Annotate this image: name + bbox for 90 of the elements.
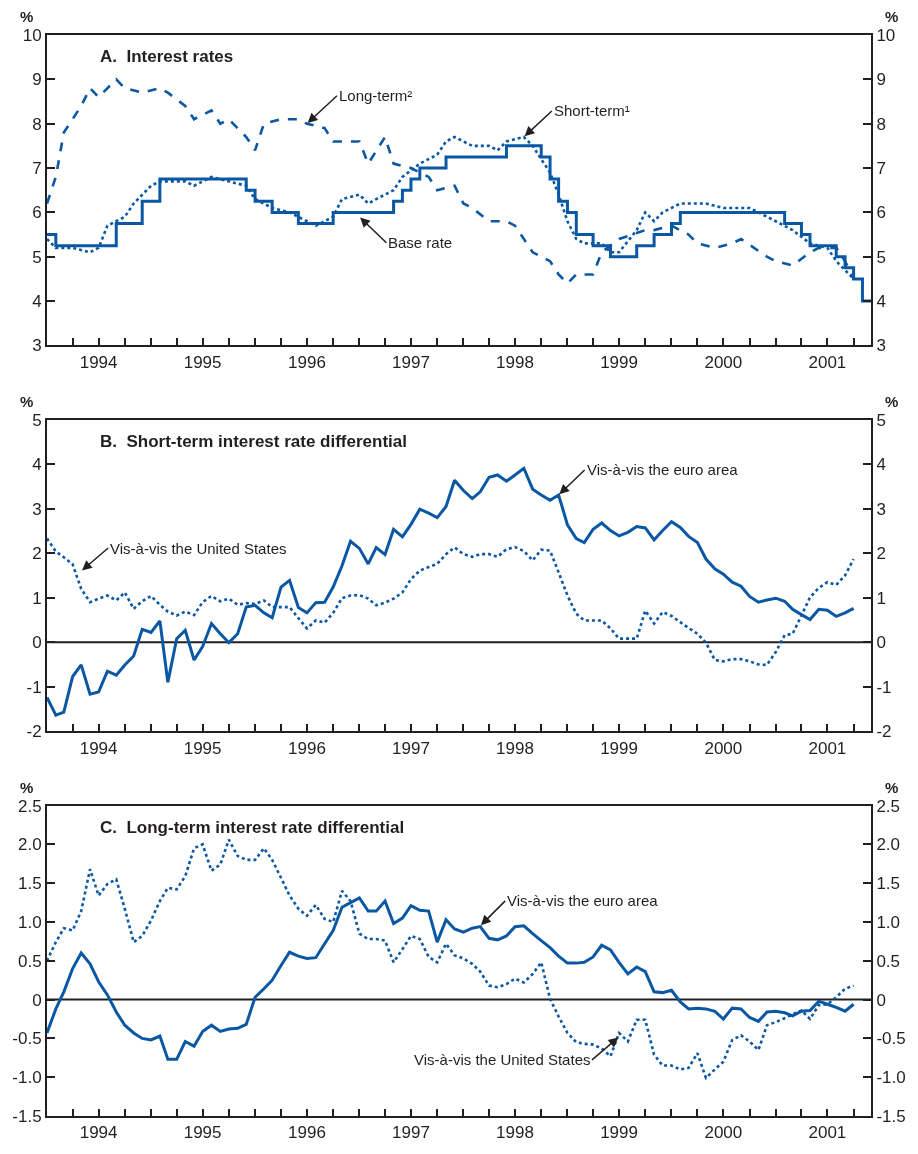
annotation: Short-term¹	[554, 102, 630, 119]
y-tick-label: 5	[32, 410, 42, 430]
y-axis-title: %	[20, 393, 34, 410]
y-tick-label: 3	[32, 499, 42, 519]
x-tick-label: 1995	[183, 1123, 222, 1143]
x-tick-label: 1995	[183, 352, 222, 372]
y2-tick-label: 2	[876, 544, 886, 564]
y2-axis-title: %	[885, 393, 899, 410]
y2-tick-label: 3	[876, 336, 886, 356]
annotation: Base rate	[388, 234, 453, 251]
text: C. Long-term interest rate differential	[100, 818, 405, 837]
y-tick-label: 5	[32, 247, 42, 267]
y2-tick-label: 6	[876, 203, 886, 223]
x-tick-label: 1998	[496, 1123, 534, 1143]
y2-tick-label: 5	[876, 410, 886, 430]
y2-tick-label: -1.5	[876, 1106, 906, 1126]
x-tick-label: 1999	[600, 352, 638, 372]
y-tick-label: 1	[32, 588, 42, 608]
y2-tick-label: 4	[876, 455, 886, 475]
y-tick-label: -2	[26, 722, 42, 742]
y2-tick-label: 5	[876, 247, 886, 267]
y-tick-label: -1.5	[12, 1106, 42, 1126]
x-tick-label: 1996	[288, 738, 326, 758]
x-tick-label: 1999	[600, 1123, 638, 1143]
annotation: Vis-à-vis the United States	[414, 1051, 591, 1068]
x-tick-label: 2000	[704, 738, 743, 758]
x-tick-label: 1997	[392, 1123, 430, 1143]
y-tick-label: 0	[32, 990, 42, 1010]
y-tick-label: 0	[32, 633, 42, 653]
x-tick-label: 2000	[704, 1123, 743, 1143]
y-tick-label: 7	[32, 158, 42, 178]
y-tick-label: 8	[32, 114, 42, 134]
y-tick-label: 4	[32, 455, 42, 475]
y-tick-label: 1.0	[17, 912, 42, 932]
y2-tick-label: 7	[876, 158, 886, 178]
y2-axis-title: %	[885, 8, 899, 25]
y-tick-label: 10	[22, 25, 42, 45]
y-tick-label: 6	[32, 203, 42, 223]
y2-axis-title: %	[885, 779, 899, 796]
y2-tick-label: -2	[876, 722, 892, 742]
x-tick-label: 2001	[808, 352, 847, 372]
text: B. Short-term interest rate differential	[100, 432, 408, 451]
y2-tick-label: 10	[876, 25, 896, 45]
y-tick-label: 0.5	[17, 951, 42, 971]
y-tick-label: 9	[32, 70, 42, 90]
x-tick-label: 1999	[600, 738, 638, 758]
y2-tick-label: 0	[876, 990, 886, 1010]
annotation: Vis-à-vis the United States	[110, 540, 287, 557]
y2-tick-label: 8	[876, 114, 886, 134]
x-tick-label: 1998	[496, 738, 534, 758]
y-axis-title: %	[20, 8, 34, 25]
x-tick-label: 2000	[704, 352, 743, 372]
x-tick-label: 1994	[79, 352, 118, 372]
y-tick-label: 2	[32, 544, 42, 564]
y-tick-label: 1.5	[17, 874, 42, 894]
x-tick-label: 1996	[288, 1123, 326, 1143]
text: A. Interest rates	[100, 47, 234, 66]
y-tick-label: -0.5	[12, 1029, 42, 1049]
x-tick-label: 1997	[392, 738, 430, 758]
x-tick-label: 1994	[79, 738, 118, 758]
y2-tick-label: 4	[876, 292, 886, 312]
y-tick-label: 2.5	[17, 796, 42, 816]
x-tick-label: 1998	[496, 352, 534, 372]
annotation: Long-term²	[339, 87, 413, 104]
y2-tick-label: 2.0	[876, 835, 901, 855]
y-axis-title: %	[20, 779, 34, 796]
y-tick-label: 2.0	[17, 835, 42, 855]
x-tick-label: 2001	[808, 1123, 847, 1143]
y2-tick-label: 9	[876, 70, 886, 90]
x-tick-label: 1997	[392, 352, 430, 372]
y-tick-label: -1.0	[12, 1068, 42, 1088]
y2-tick-label: 0.5	[876, 951, 901, 971]
y2-tick-label: -0.5	[876, 1029, 906, 1049]
y2-tick-label: 1	[876, 588, 886, 608]
y2-tick-label: -1.0	[876, 1068, 906, 1088]
x-tick-label: 2001	[808, 738, 847, 758]
y2-tick-label: -1	[876, 677, 892, 697]
y-tick-label: 3	[32, 336, 42, 356]
annotation: Vis-à-vis the euro area	[587, 461, 739, 478]
x-tick-label: 1995	[183, 738, 222, 758]
x-tick-label: 1994	[79, 1123, 118, 1143]
y2-tick-label: 1.0	[876, 912, 901, 932]
y-tick-label: 4	[32, 292, 42, 312]
y2-tick-label: 1.5	[876, 874, 901, 894]
y2-tick-label: 2.5	[876, 796, 901, 816]
y2-tick-label: 0	[876, 633, 886, 653]
x-tick-label: 1996	[288, 352, 326, 372]
annotation: Vis-à-vis the euro area	[507, 892, 659, 909]
y2-tick-label: 3	[876, 499, 886, 519]
y-tick-label: -1	[26, 677, 42, 697]
